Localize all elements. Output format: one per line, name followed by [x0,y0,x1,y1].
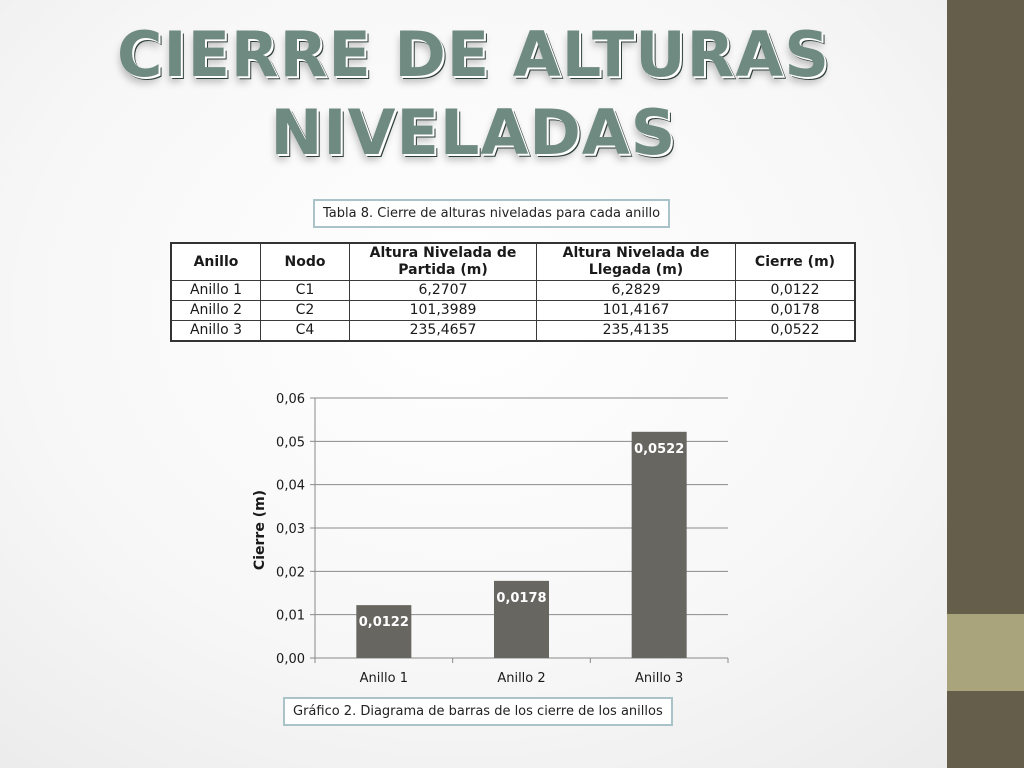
x-tick-label: Anillo 1 [360,671,408,686]
table-row: Anillo 3 C4 235,4657 235,4135 0,0522 [170,320,856,342]
closure-bar-chart: 0,00 0,01 0,02 0,03 0,04 0,05 0,06 0,0122 Anillo… [252,392,729,686]
header-anillo: Anillo [170,242,261,281]
table-cell: 0,0122 [735,280,856,301]
data-label: 0,0122 [359,615,409,630]
table-cell: 0,0178 [735,300,856,321]
table-cell: 101,3989 [349,300,537,321]
y-tick-label: 0,02 [276,565,305,580]
y-tick-label: 0,00 [276,652,305,667]
y-tick-label: 0,01 [276,609,305,624]
table-cell: C1 [260,280,350,301]
y-tick-label: 0,05 [276,435,305,450]
table-cell: C4 [260,320,350,342]
side-accent-block [947,614,1024,691]
table-row: Anillo 2 C2 101,3989 101,4167 0,0178 [170,300,856,321]
header-altura-partida: Altura Nivelada de Partida (m) [349,242,537,281]
table-cell: 6,2829 [536,280,736,301]
y-tick-label: 0,03 [276,522,305,537]
slide-title-line1: CIERRE DE ALTURAS [117,18,830,91]
closure-table: Anillo Nodo Altura Nivelada de Partida (… [170,242,856,342]
data-label: 0,0522 [634,442,684,457]
table-cell: Anillo 3 [170,320,261,342]
table-cell: 6,2707 [349,280,537,301]
y-tick-label: 0,06 [276,392,305,407]
y-axis-label: Cierre (m) [252,490,268,570]
table-cell: 0,0522 [735,320,856,342]
bar-anillo-1 [356,605,412,658]
bar-anillo-2 [494,580,549,658]
bars [356,431,687,658]
labels: 0,00 0,01 0,02 0,03 0,04 0,05 0,06 0,0122 Anillo… [276,392,684,686]
table-cell: 235,4657 [349,320,537,342]
bar-anillo-3 [631,431,687,658]
chart-caption: Gráfico 2. Diagrama de barras de los cie… [283,697,673,726]
slide-title-line2: NIVELADAS [270,96,677,169]
table-cell: 235,4135 [536,320,736,342]
table-cell: Anillo 1 [170,280,261,301]
header-cierre: Cierre (m) [735,242,856,281]
data-label: 0,0178 [496,591,546,606]
table-header-row: Anillo Nodo Altura Nivelada de Partida (… [170,242,856,281]
x-tick-label: Anillo 3 [635,671,683,686]
table-row: Anillo 1 C1 6,2707 6,2829 0,0122 [170,280,856,301]
header-altura-llegada: Altura Nivelada de Llegada (m) [536,242,736,281]
y-tick-label: 0,04 [276,479,305,494]
table-caption: Tabla 8. Cierre de alturas niveladas par… [313,199,671,228]
x-tick-label: Anillo 2 [497,671,545,686]
table-cell: C2 [260,300,350,321]
table-cell: 101,4167 [536,300,736,321]
header-nodo: Nodo [260,242,350,281]
table-cell: Anillo 2 [170,300,261,321]
